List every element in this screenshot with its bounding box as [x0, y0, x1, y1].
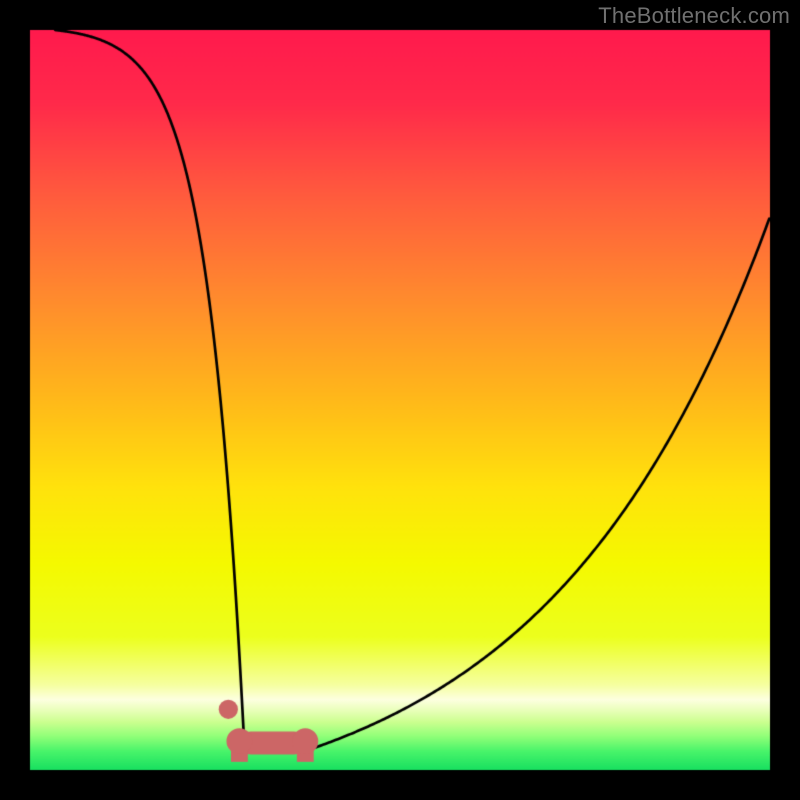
bottleneck-curve-canvas — [0, 0, 800, 800]
watermark-text: TheBottleneck.com — [598, 3, 790, 29]
chart-stage: TheBottleneck.com — [0, 0, 800, 800]
